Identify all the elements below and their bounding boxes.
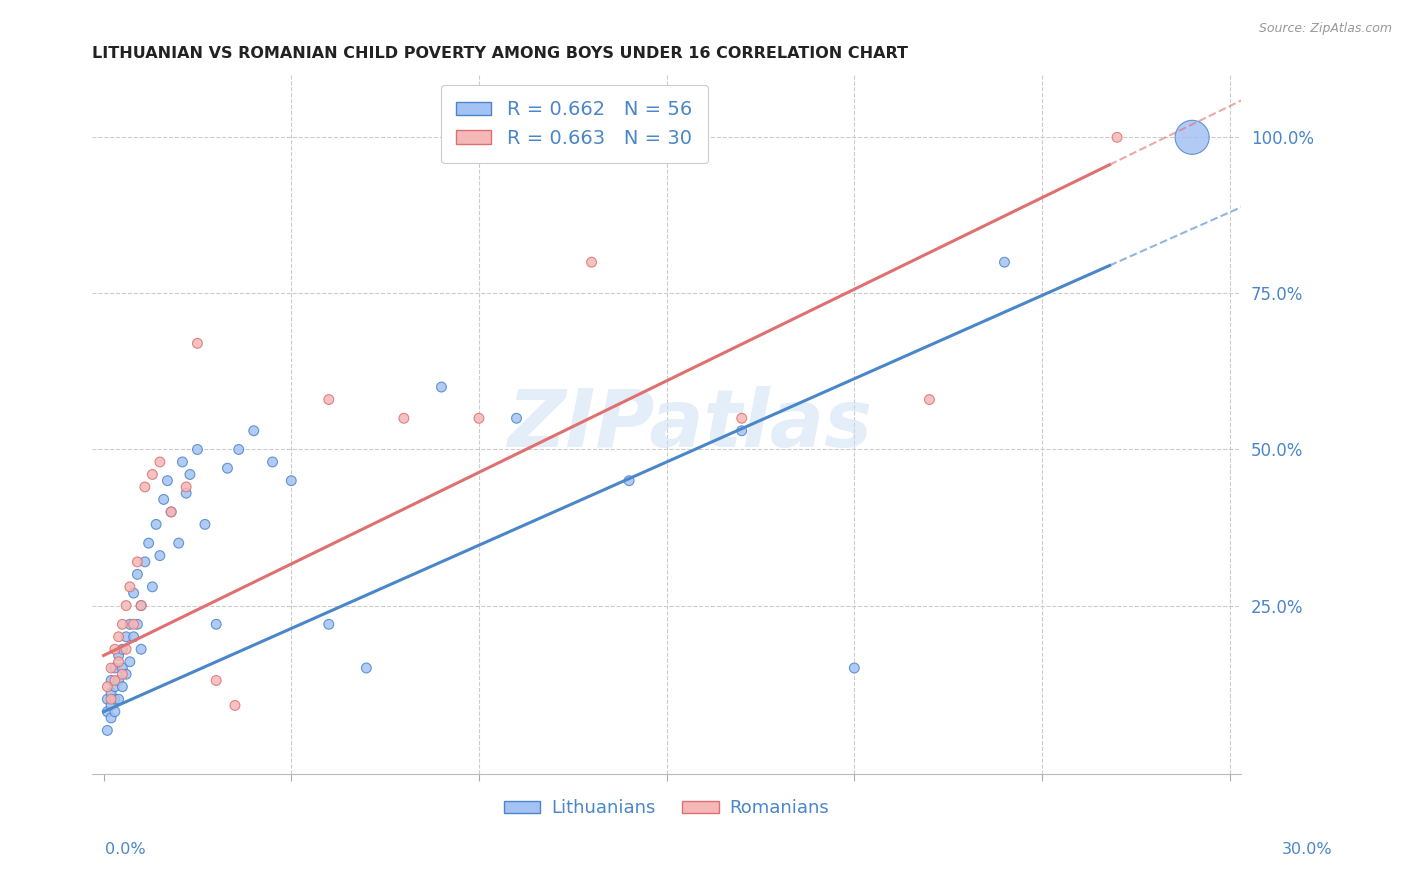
Point (107, 692, 129, 706)
Point (122, 630, 145, 644)
Point (160, 505, 183, 519)
Point (194, 517, 217, 532)
Point (127, 567, 149, 582)
Point (280, 474, 302, 488)
Point (205, 673, 228, 688)
Point (104, 692, 127, 706)
Point (1107, 130, 1129, 145)
Point (318, 392, 340, 407)
Point (152, 492, 174, 507)
Point (100, 692, 122, 706)
Point (111, 667, 134, 681)
Point (505, 411, 527, 425)
Point (96, 705, 118, 719)
Point (174, 486, 197, 500)
Point (430, 380, 453, 394)
Point (731, 411, 754, 425)
Point (145, 517, 167, 532)
Point (100, 698, 122, 713)
Point (242, 424, 264, 438)
Point (127, 617, 149, 632)
Point (186, 442, 208, 457)
Point (104, 705, 127, 719)
Point (224, 698, 246, 713)
Point (107, 648, 129, 663)
Point (111, 642, 134, 657)
Point (115, 642, 138, 657)
Point (167, 536, 190, 550)
Point (918, 392, 941, 407)
Point (468, 411, 491, 425)
Point (141, 467, 163, 482)
Point (115, 630, 138, 644)
Text: 0.0%: 0.0% (105, 842, 146, 856)
Point (127, 555, 149, 569)
Text: LITHUANIAN VS ROMANIAN CHILD POVERTY AMONG BOYS UNDER 16 CORRELATION CHART: LITHUANIAN VS ROMANIAN CHILD POVERTY AMO… (93, 46, 908, 62)
Point (160, 505, 183, 519)
Point (107, 630, 129, 644)
Point (156, 474, 179, 488)
Point (115, 599, 138, 613)
Point (96, 723, 118, 738)
Point (318, 617, 340, 632)
Point (149, 455, 172, 469)
Text: 30.0%: 30.0% (1282, 842, 1333, 856)
Point (129, 599, 152, 613)
Point (100, 661, 122, 675)
Point (96, 692, 118, 706)
Point (122, 617, 145, 632)
Point (118, 580, 141, 594)
Point (115, 667, 138, 681)
Text: ZIPatlas: ZIPatlas (508, 385, 872, 464)
Point (111, 617, 134, 632)
Point (149, 549, 172, 563)
Point (731, 424, 754, 438)
Point (179, 467, 201, 482)
Point (107, 655, 129, 669)
Point (141, 580, 163, 594)
Point (104, 642, 127, 657)
Point (129, 599, 152, 613)
Point (96, 680, 118, 694)
Point (228, 442, 250, 457)
Point (174, 480, 197, 494)
Point (134, 555, 156, 569)
Point (617, 474, 640, 488)
Point (134, 480, 156, 494)
Point (104, 680, 127, 694)
Point (104, 661, 127, 675)
Legend: Lithuanians, Romanians: Lithuanians, Romanians (496, 792, 837, 824)
Point (100, 686, 122, 700)
Point (138, 536, 160, 550)
Point (844, 661, 866, 675)
Point (1181, 130, 1204, 145)
Point (392, 411, 415, 425)
Point (100, 711, 122, 725)
Text: Source: ZipAtlas.com: Source: ZipAtlas.com (1258, 22, 1392, 36)
Point (111, 661, 134, 675)
Point (118, 655, 141, 669)
Point (217, 461, 239, 475)
Point (993, 255, 1015, 269)
Point (107, 673, 129, 688)
Point (122, 586, 145, 600)
Point (111, 680, 134, 694)
Point (129, 642, 152, 657)
Point (581, 255, 603, 269)
Point (100, 673, 122, 688)
Point (356, 661, 378, 675)
Point (118, 617, 141, 632)
Point (104, 673, 127, 688)
Point (262, 455, 284, 469)
Point (205, 617, 228, 632)
Point (172, 455, 194, 469)
Point (186, 336, 208, 351)
